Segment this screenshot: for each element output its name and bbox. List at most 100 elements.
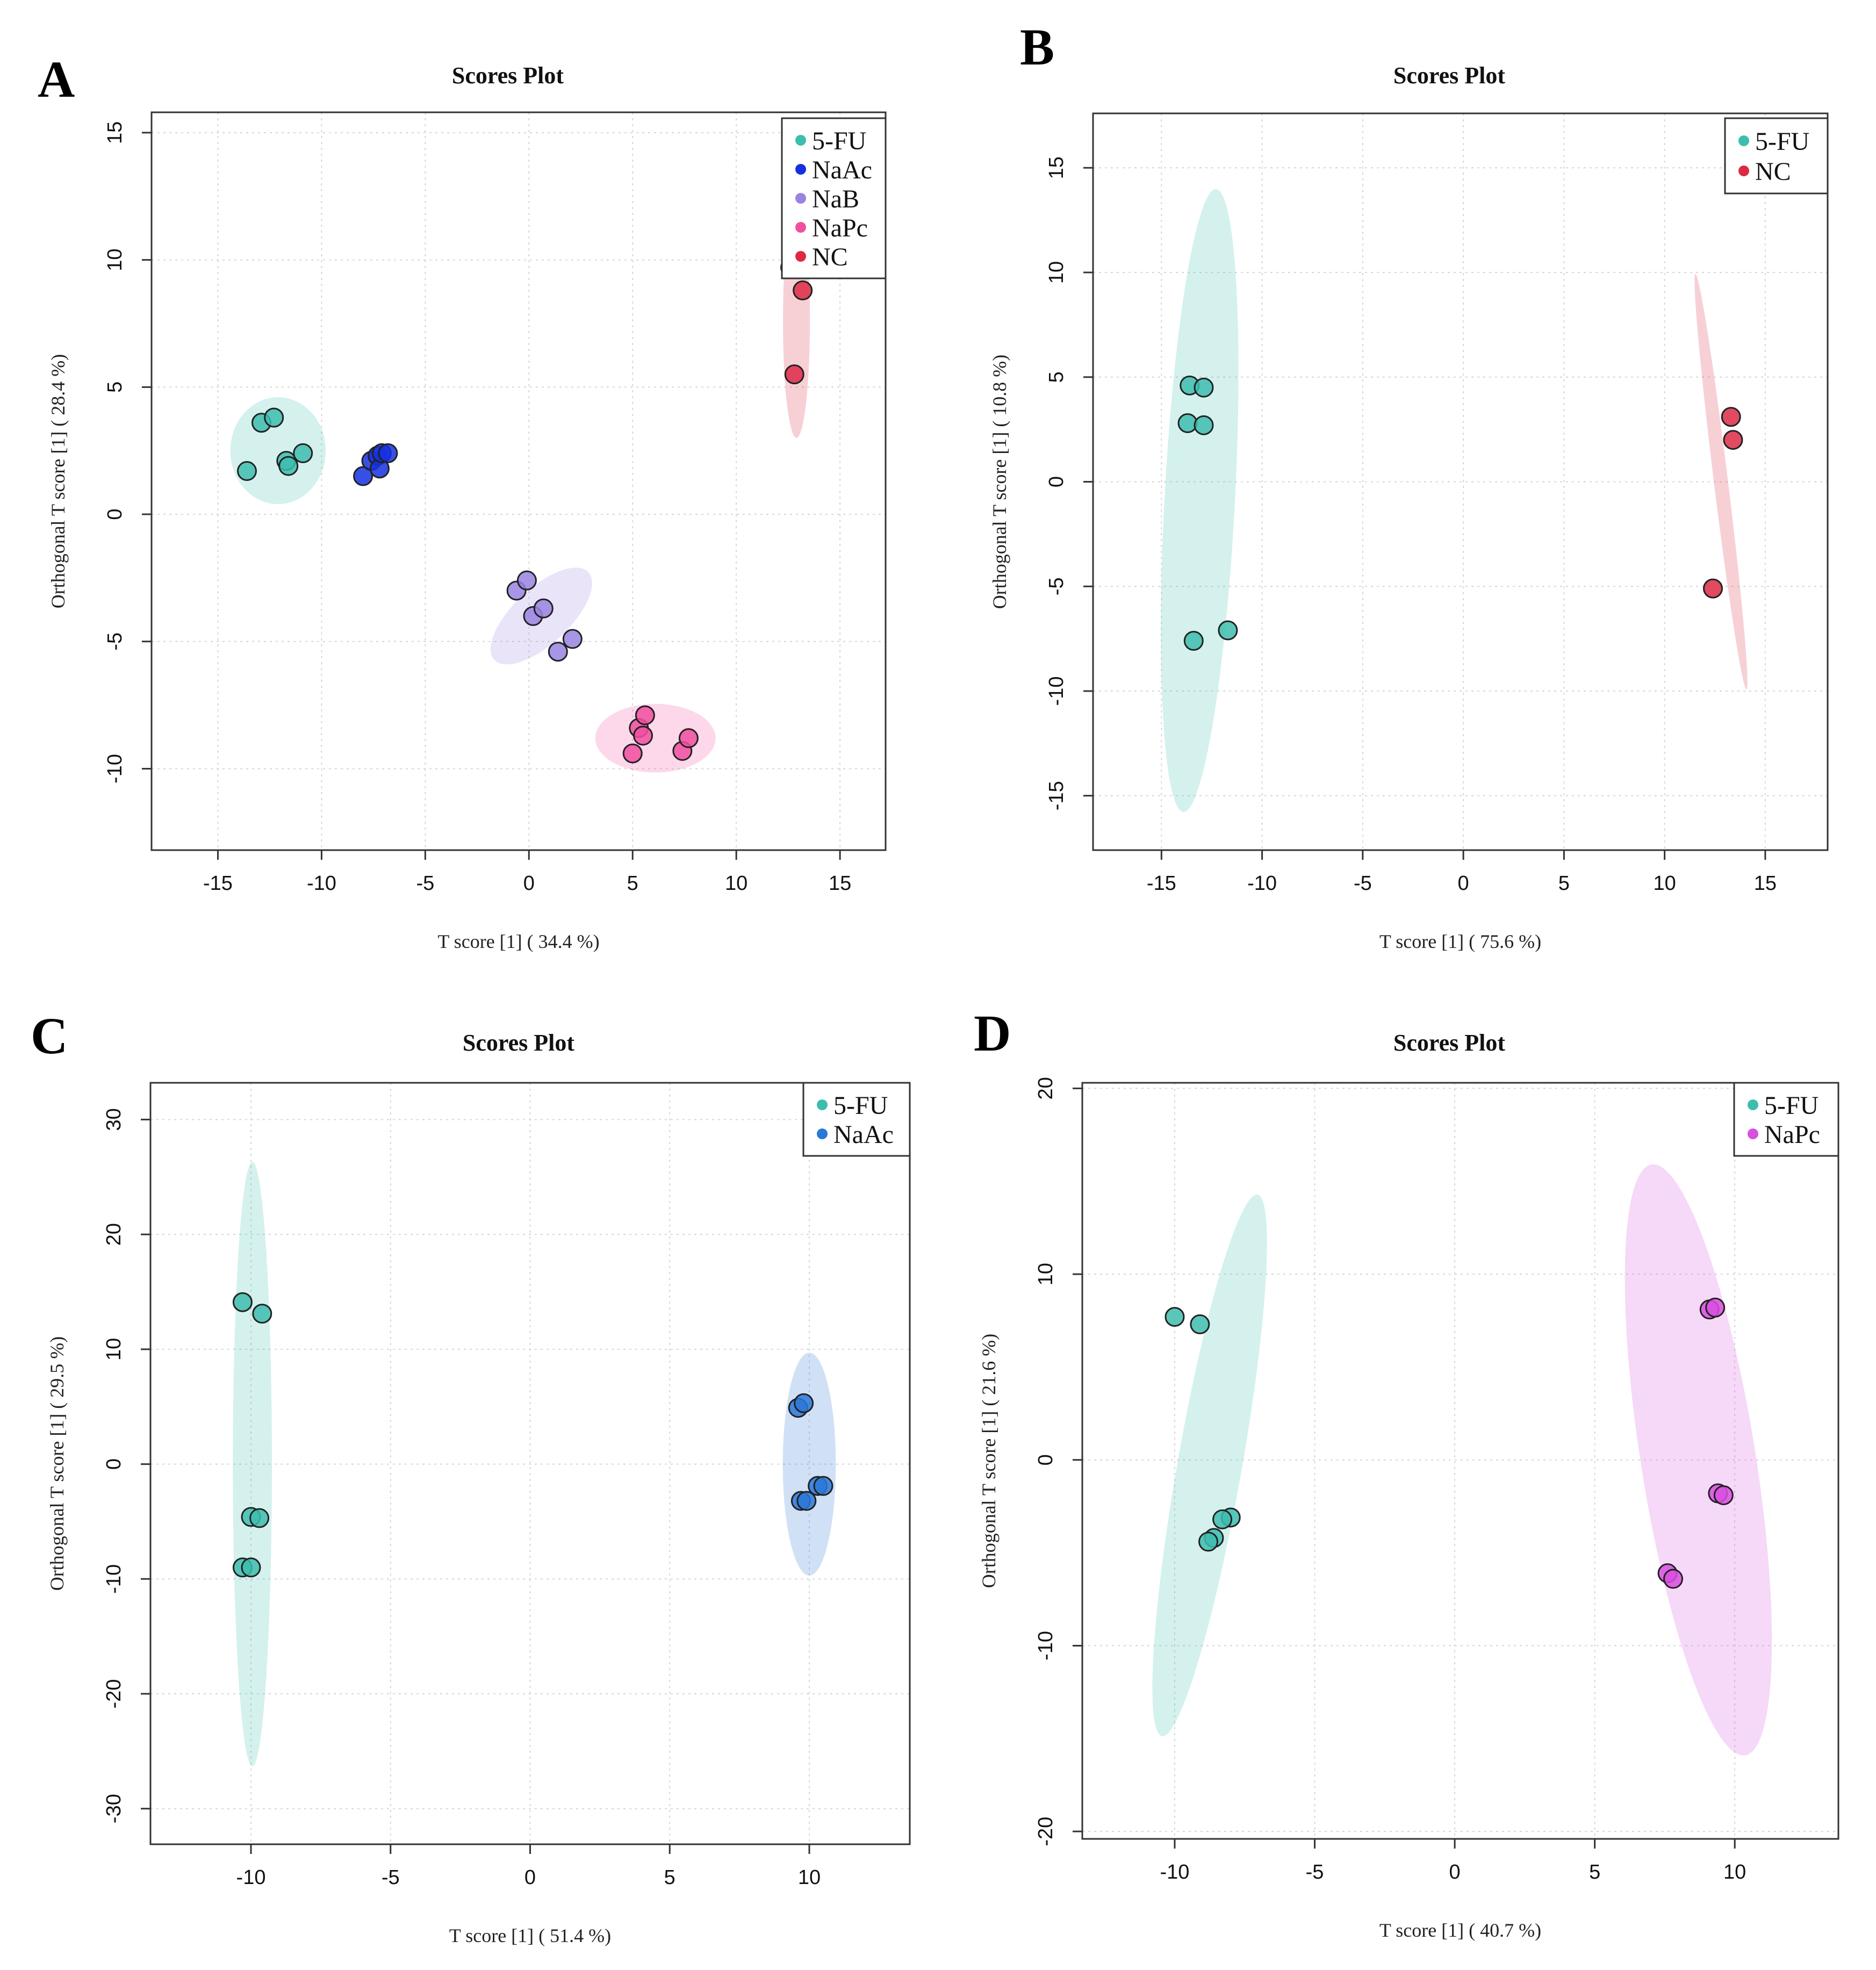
- data-point: [678, 728, 699, 749]
- legend-entry: NaPc: [1764, 1120, 1820, 1149]
- y-tick-label: -20: [103, 1679, 125, 1709]
- data-point: [1703, 578, 1723, 599]
- y-tick-label: -10: [1034, 1631, 1057, 1660]
- series-5-FU: [1165, 1307, 1241, 1552]
- y-tick-label: -10: [103, 1564, 125, 1594]
- panel-label: C: [31, 1007, 68, 1065]
- data-point: [249, 1508, 270, 1528]
- legend-entry: 5-FU: [812, 127, 866, 155]
- data-point: [237, 461, 257, 481]
- plot-frame: [1081, 1082, 1839, 1840]
- y-tick-label: 0: [103, 1458, 125, 1470]
- panel-label: B: [1020, 18, 1054, 76]
- legend-marker-NC: [795, 251, 806, 262]
- legend-entry: 5-FU: [833, 1091, 888, 1120]
- y-tick-label: 20: [103, 1223, 125, 1246]
- x-tick-label: 10: [725, 872, 747, 895]
- x-tick-label: -15: [203, 872, 233, 895]
- series-NaPc: [622, 705, 699, 764]
- legend-box: [1724, 117, 1829, 195]
- plot-title: Scores Plot: [452, 62, 564, 89]
- data-point: [1723, 430, 1743, 450]
- data-point: [293, 443, 313, 463]
- data-point: [1713, 1485, 1734, 1505]
- x-tick-label: 5: [627, 872, 638, 895]
- legend-marker-NaAc: [795, 164, 806, 175]
- legend-marker-NaAc: [817, 1128, 828, 1139]
- y-tick-label: 10: [103, 1338, 125, 1361]
- confidence-ellipse-5-FU: [1152, 1195, 1267, 1737]
- data-point: [278, 456, 299, 476]
- y-tick-label: 10: [1034, 1263, 1057, 1285]
- y-tick-label: 30: [103, 1108, 125, 1131]
- y-tick-label: 5: [1045, 371, 1068, 383]
- panel-A: A Scores Plot -15 -10 -5 0 5 10 15 -10 -5 0 5 10 15 T s…: [38, 51, 887, 952]
- data-point: [1194, 415, 1214, 435]
- legend-marker-5-FU: [1738, 135, 1749, 146]
- confidence-ellipse-5-FU: [233, 1162, 272, 1766]
- gridlines: [150, 1083, 910, 1844]
- series-NC: [1703, 407, 1743, 599]
- data-point: [548, 642, 568, 662]
- x-tick-label: 10: [1723, 1861, 1746, 1883]
- x-tick-label: 0: [524, 1866, 536, 1889]
- y-axis-label: Orthogonal T score [1] ( 21.6 %): [978, 1334, 1000, 1588]
- series-NaAc: [353, 443, 398, 486]
- data-point: [1190, 1314, 1210, 1334]
- confidence-ellipse-NaPc: [1625, 1164, 1772, 1756]
- data-point: [633, 725, 653, 746]
- data-point: [533, 598, 554, 619]
- legend-entry: NC: [1755, 157, 1791, 186]
- data-point: [378, 443, 398, 463]
- legend-entry: 5-FU: [1764, 1091, 1819, 1120]
- data-point: [813, 1476, 833, 1496]
- legend-entry: NaAc: [833, 1120, 894, 1149]
- legend-marker-5-FU: [795, 135, 806, 146]
- panel-B: B Scores Plot -15 -10 -5 0 5 10 15 -15 -10 -5 0 5 10 15…: [989, 18, 1829, 952]
- data-point: [516, 570, 537, 591]
- y-tick-label: 15: [1045, 156, 1068, 179]
- data-point: [1212, 1509, 1233, 1529]
- x-tick-label: 5: [1558, 872, 1570, 895]
- x-tick-label: 10: [1653, 872, 1676, 895]
- data-point: [264, 407, 284, 428]
- confidence-ellipse-5-FU: [1161, 189, 1239, 813]
- gridlines: [152, 112, 886, 850]
- data-point: [1721, 407, 1741, 427]
- x-axis-label: T score [1] ( 51.4 %): [449, 1925, 611, 1946]
- data-point: [622, 743, 643, 764]
- series-NaB: [506, 570, 583, 662]
- y-axis-label: Orthogonal T score [1] ( 29.5 %): [46, 1336, 68, 1591]
- x-tick-label: -5: [1354, 872, 1372, 895]
- data-point: [793, 280, 813, 300]
- legend-marker-5-FU: [1748, 1099, 1758, 1110]
- y-axis-label: Orthogonal T score [1] ( 28.4 %): [47, 354, 69, 609]
- legend-box: [1733, 1082, 1839, 1157]
- legend-marker-5-FU: [817, 1099, 828, 1110]
- panel-C: C Scores Plot -10 -5 0 5 10 -30 -20 -10 0 10 20 30 T s…: [31, 1007, 911, 1946]
- x-tick-label: 15: [1754, 872, 1777, 895]
- data-point: [1218, 620, 1238, 641]
- y-tick-label: -20: [1034, 1817, 1057, 1846]
- legend-entry: NaAc: [812, 156, 872, 184]
- plot-title: Scores Plot: [1393, 1030, 1505, 1056]
- x-tick-label: -5: [416, 872, 434, 895]
- panel-label: A: [38, 51, 75, 108]
- panel-D: D Scores Plot -10 -5 0 5 10 -20 -10 0 10 20 T score …: [974, 1004, 1839, 1941]
- y-tick-label: 10: [1045, 261, 1068, 284]
- data-point: [562, 629, 583, 649]
- data-point: [252, 1304, 272, 1324]
- x-tick-label: -10: [1160, 1861, 1190, 1883]
- x-axis-label: T score [1] ( 40.7 %): [1379, 1919, 1541, 1941]
- data-point: [1194, 377, 1214, 398]
- confidence-ellipse-NaAc: [782, 1353, 836, 1576]
- data-point: [635, 705, 655, 725]
- y-tick-label: -15: [1045, 781, 1068, 810]
- x-tick-label: 5: [1589, 1861, 1600, 1883]
- data-point: [784, 364, 804, 385]
- x-tick-label: 5: [664, 1866, 675, 1889]
- y-tick-label: -10: [1045, 677, 1068, 706]
- series-NaPc: [1657, 1297, 1734, 1589]
- legend-entry: NaPc: [812, 214, 868, 242]
